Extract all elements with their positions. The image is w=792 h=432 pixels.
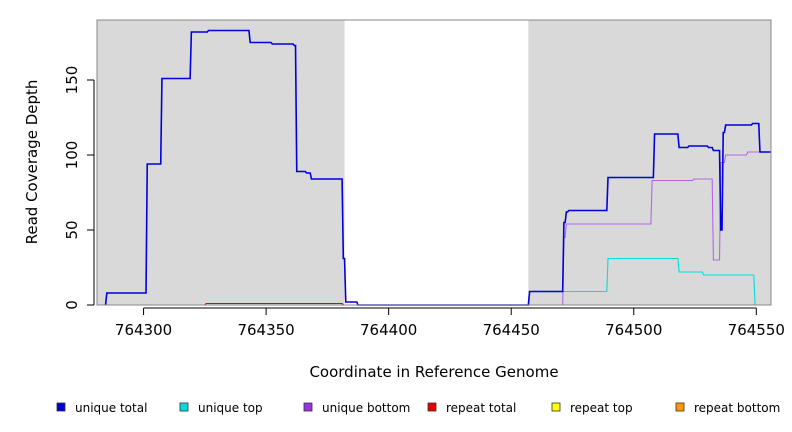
x-tick-label: 764550: [728, 321, 785, 339]
y-axis: 0 50 100 150: [63, 66, 95, 310]
legend-swatch: [427, 402, 437, 412]
plot-frame: [96, 19, 772, 306]
y-tick-label: 0: [63, 300, 81, 310]
shaded-region-0: [97, 20, 345, 305]
legend-item-repeat-top: repeat top: [551, 401, 633, 415]
legend-label: unique bottom: [322, 401, 410, 415]
x-axis: 764300 764350 764400 764450 764500 764550: [115, 307, 785, 339]
x-tick-label: 764400: [360, 321, 417, 339]
y-tick-label: 100: [63, 141, 81, 170]
legend-item-repeat-total: repeat total: [427, 401, 516, 415]
shaded-region-1: [528, 20, 771, 305]
y-tick-label: 150: [63, 66, 81, 95]
series-line-unique-bottom: [528, 151, 771, 306]
legend-label: repeat top: [570, 401, 633, 415]
y-axis-label: Read Coverage Depth: [23, 80, 41, 245]
x-tick-label: 764500: [605, 321, 662, 339]
legend-label: repeat bottom: [694, 401, 780, 415]
legend-label: unique total: [75, 401, 147, 415]
legend-item-unique-total: unique total: [56, 401, 147, 415]
x-tick-label: 764300: [115, 321, 172, 339]
legend-swatch: [179, 402, 189, 412]
x-tick-label: 764350: [237, 321, 294, 339]
legend-item-repeat-bottom: repeat bottom: [675, 401, 780, 415]
legend-item-unique-top: unique top: [179, 401, 263, 415]
legend: unique total unique top unique bottom repea…: [56, 401, 780, 415]
legend-label: unique top: [198, 401, 263, 415]
legend-item-unique-bottom: unique bottom: [303, 401, 410, 415]
shaded-regions: [97, 20, 771, 305]
legend-swatch: [303, 402, 313, 412]
legend-swatch: [551, 402, 561, 412]
x-tick-label: 764450: [483, 321, 540, 339]
legend-label: repeat total: [446, 401, 516, 415]
y-tick-label: 50: [63, 220, 81, 239]
legend-swatch: [56, 402, 66, 412]
x-axis-label: Coordinate in Reference Genome: [309, 363, 558, 381]
legend-swatch: [675, 402, 685, 412]
